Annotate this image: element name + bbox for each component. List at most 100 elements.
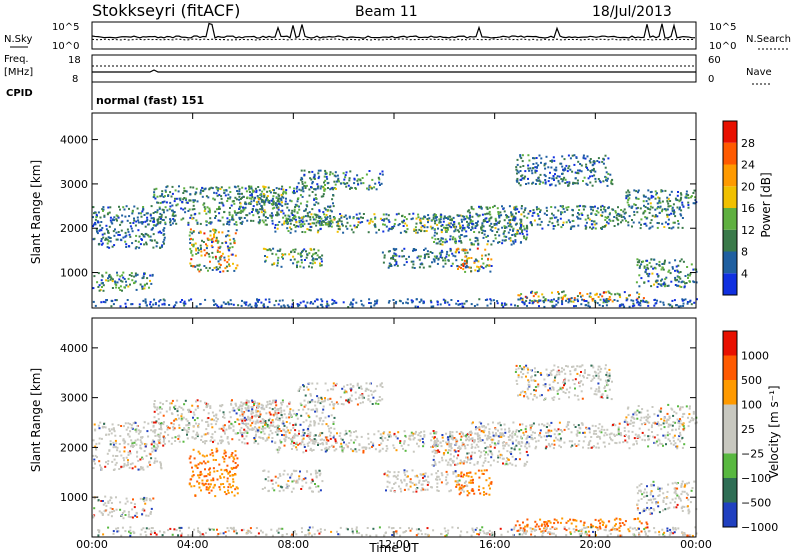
heatmap-cell xyxy=(538,183,541,185)
heatmap-cell xyxy=(682,305,685,307)
heatmap-cell xyxy=(97,424,100,427)
heatmap-cell xyxy=(466,251,469,254)
heatmap-cell xyxy=(159,230,161,233)
heatmap-cell xyxy=(564,168,567,171)
heatmap-cell xyxy=(556,220,559,223)
heatmap-cell xyxy=(559,217,562,220)
heatmap-cell xyxy=(247,427,250,430)
heatmap-cell xyxy=(314,261,316,264)
heatmap-cell xyxy=(315,485,317,488)
heatmap-cell xyxy=(444,262,447,265)
heatmap-cell xyxy=(540,220,543,223)
heatmap-cell xyxy=(275,214,277,217)
heatmap-cell xyxy=(205,475,208,478)
heatmap-cell xyxy=(666,196,669,199)
heatmap-cell xyxy=(334,175,337,178)
heatmap-cell xyxy=(471,215,474,218)
heatmap-cell xyxy=(236,190,239,192)
heatmap-cell xyxy=(596,160,599,162)
heatmap-cell xyxy=(320,220,323,223)
heatmap-cell xyxy=(117,231,120,233)
heatmap-cell xyxy=(296,434,299,437)
heatmap-cell xyxy=(101,513,104,515)
heatmap-cell xyxy=(180,415,183,418)
heatmap-cell xyxy=(285,426,288,429)
heatmap-cell xyxy=(627,224,630,227)
heatmap-cell xyxy=(209,418,212,421)
heatmap-cell xyxy=(316,254,319,257)
heatmap-cell xyxy=(368,184,371,187)
heatmap-cell xyxy=(583,299,586,302)
heatmap-cell xyxy=(301,187,304,190)
heatmap-cell xyxy=(278,197,280,200)
heatmap-cell xyxy=(537,207,540,210)
heatmap-cell xyxy=(422,441,424,444)
heatmap-cell xyxy=(313,197,316,200)
heatmap-cell xyxy=(330,388,333,391)
heatmap-cell xyxy=(152,448,155,451)
heatmap-cell xyxy=(488,264,491,267)
heatmap-cell xyxy=(635,196,638,199)
heatmap-cell xyxy=(226,480,229,483)
heatmap-cell xyxy=(162,233,165,236)
heatmap-cell xyxy=(335,180,338,183)
heatmap-cell xyxy=(324,208,327,211)
heatmap-cell xyxy=(126,228,129,231)
heatmap-cell xyxy=(345,185,348,188)
heatmap-cell xyxy=(626,194,629,197)
heatmap-cell xyxy=(359,221,362,224)
heatmap-cell xyxy=(663,281,666,284)
heatmap-cell xyxy=(565,206,568,209)
heatmap-cell xyxy=(333,403,336,405)
heatmap-cell xyxy=(329,171,332,174)
heatmap-cell xyxy=(660,190,663,193)
heatmap-cell xyxy=(171,399,174,402)
heatmap-cell xyxy=(378,178,381,181)
heatmap-cell xyxy=(241,413,244,416)
heatmap-cell xyxy=(227,258,230,261)
heatmap-cell xyxy=(152,246,155,249)
heatmap-cell xyxy=(197,433,200,436)
heatmap-cell xyxy=(131,427,134,430)
heatmap-cell xyxy=(535,169,538,172)
heatmap-cell xyxy=(343,178,346,181)
heatmap-cell xyxy=(269,429,272,432)
heatmap-cell xyxy=(150,457,153,460)
heatmap-cell xyxy=(122,276,125,279)
heatmap-cell xyxy=(206,206,209,209)
heatmap-cell xyxy=(694,196,697,199)
heatmap-cell xyxy=(335,301,338,304)
y-tick-label: 2000 xyxy=(60,222,88,235)
heatmap-cell xyxy=(281,399,284,402)
heatmap-cell xyxy=(218,207,221,210)
heatmap-cell xyxy=(139,468,142,471)
heatmap-cell xyxy=(311,181,314,183)
heatmap-cell xyxy=(584,224,587,227)
heatmap-cell xyxy=(521,177,524,180)
heatmap-cell xyxy=(309,247,312,250)
heatmap-cell xyxy=(228,213,231,216)
heatmap-cell xyxy=(285,487,288,489)
heatmap-cell xyxy=(204,208,207,210)
heatmap-cell xyxy=(474,227,477,229)
heatmap-cell xyxy=(553,168,556,171)
heatmap-cell xyxy=(321,305,324,308)
heatmap-cell xyxy=(284,200,287,203)
heatmap-cell xyxy=(150,228,153,231)
heatmap-cell xyxy=(394,253,397,256)
heatmap-cell xyxy=(108,225,111,228)
heatmap-cell xyxy=(287,214,290,217)
heatmap-cell xyxy=(340,214,343,217)
heatmap-cell xyxy=(119,305,122,308)
heatmap-cell xyxy=(211,418,214,421)
heatmap-cell xyxy=(295,187,298,190)
heatmap-cell xyxy=(280,199,283,202)
heatmap-cell xyxy=(622,215,625,218)
heatmap-cell xyxy=(104,502,107,505)
heatmap-cell xyxy=(640,263,643,266)
heatmap-cell xyxy=(586,293,589,295)
heatmap-cell xyxy=(195,400,197,403)
heatmap-cell xyxy=(209,405,212,408)
heatmap-cell xyxy=(200,462,203,465)
